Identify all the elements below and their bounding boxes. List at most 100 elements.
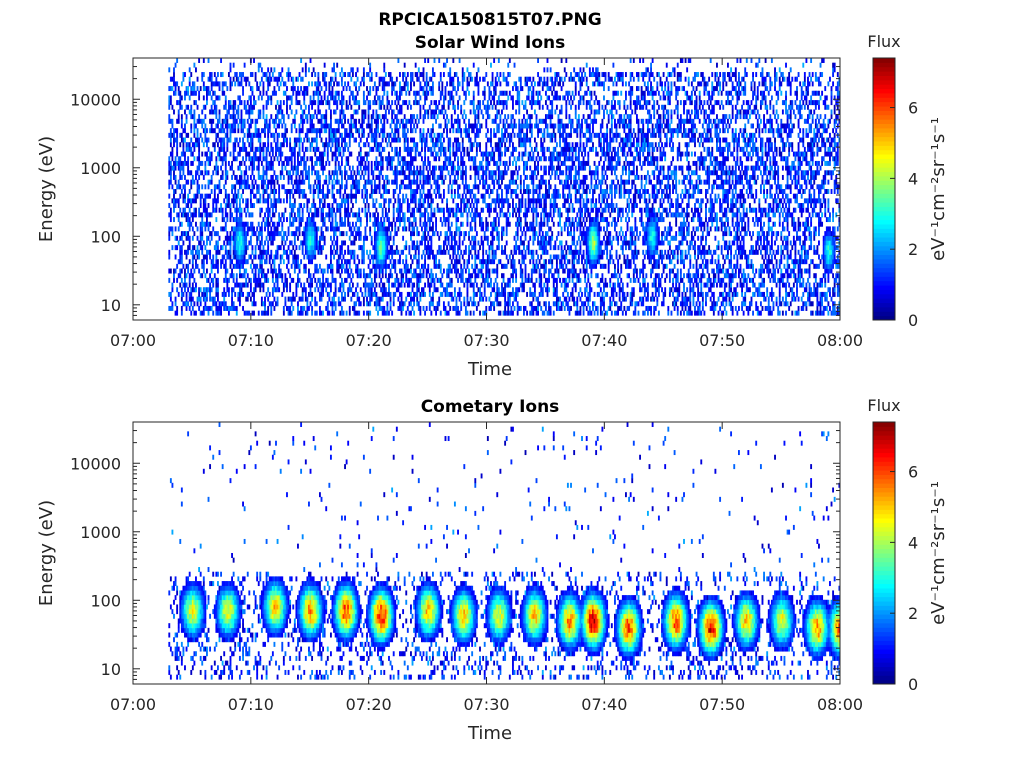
heatmap-cell bbox=[472, 109, 475, 115]
heatmap-cell bbox=[438, 207, 441, 213]
heatmap-cell bbox=[453, 151, 456, 157]
heatmap-cell bbox=[293, 268, 296, 274]
heatmap-cell bbox=[271, 132, 274, 138]
heatmap-cell bbox=[209, 193, 212, 199]
heatmap-cell bbox=[262, 193, 265, 199]
heatmap-cell bbox=[336, 128, 339, 134]
heatmap-cell bbox=[397, 95, 400, 101]
heatmap-cell bbox=[199, 273, 202, 279]
heatmap-cell bbox=[226, 109, 229, 115]
heatmap-cell bbox=[414, 217, 417, 223]
heatmap-cell bbox=[339, 114, 342, 120]
heatmap-cell bbox=[367, 123, 370, 129]
heatmap-cell bbox=[227, 287, 230, 293]
heatmap-cell bbox=[188, 305, 191, 311]
heatmap-cell bbox=[366, 217, 368, 223]
heatmap-cell bbox=[286, 156, 288, 162]
heatmap-cell bbox=[260, 240, 263, 246]
heatmap-cell bbox=[180, 277, 183, 283]
heatmap-cell bbox=[319, 277, 321, 283]
heatmap-cell bbox=[378, 170, 381, 176]
heatmap-cell bbox=[463, 184, 466, 190]
heatmap-cell bbox=[359, 174, 362, 180]
heatmap-cell bbox=[457, 123, 459, 129]
heatmap-cell bbox=[173, 198, 175, 204]
heatmap-cell bbox=[411, 245, 414, 251]
heatmap-cell bbox=[191, 114, 194, 120]
heatmap-cell bbox=[370, 160, 373, 166]
heatmap-cell bbox=[370, 277, 373, 283]
heatmap-cell bbox=[444, 146, 447, 152]
heatmap-cell bbox=[340, 100, 343, 106]
heatmap-cell bbox=[209, 231, 212, 237]
heatmap-cell bbox=[207, 184, 210, 190]
heatmap-cell bbox=[242, 198, 244, 204]
heatmap-cell bbox=[333, 170, 335, 176]
heatmap-cell bbox=[441, 207, 444, 213]
heatmap-cell bbox=[199, 240, 202, 246]
heatmap-cell bbox=[328, 296, 331, 302]
heatmap-cell bbox=[177, 240, 180, 246]
heatmap-cell bbox=[190, 72, 193, 78]
heatmap-cell bbox=[213, 245, 216, 251]
heatmap-cell bbox=[238, 249, 241, 255]
heatmap-cell bbox=[325, 212, 328, 218]
heatmap-cell bbox=[333, 109, 335, 115]
heatmap-cell bbox=[221, 259, 224, 265]
heatmap-cell bbox=[311, 259, 314, 265]
heatmap-cell bbox=[391, 273, 394, 279]
heatmap-cell bbox=[414, 128, 417, 134]
heatmap-cell bbox=[436, 104, 439, 110]
heatmap-cell bbox=[353, 291, 356, 297]
heatmap-cell bbox=[237, 109, 240, 115]
heatmap-cell bbox=[206, 291, 208, 297]
heatmap-cell bbox=[278, 287, 281, 293]
heatmap-cell bbox=[284, 81, 287, 87]
heatmap-cell bbox=[351, 273, 354, 279]
heatmap-cell bbox=[210, 174, 213, 180]
heatmap-cell bbox=[260, 207, 263, 213]
heatmap-cell bbox=[169, 174, 172, 180]
heatmap-cell bbox=[319, 189, 321, 194]
heatmap-cell bbox=[226, 254, 229, 260]
heatmap-cell bbox=[317, 226, 320, 232]
heatmap-cell bbox=[442, 128, 445, 134]
heatmap-cell bbox=[395, 179, 398, 185]
heatmap-cell bbox=[328, 160, 331, 166]
heatmap-cell bbox=[184, 198, 186, 204]
heatmap-cell bbox=[383, 310, 386, 316]
heatmap-cell bbox=[295, 109, 298, 115]
heatmap-cell bbox=[416, 90, 419, 96]
heatmap-cell bbox=[231, 114, 233, 120]
heatmap-cell bbox=[323, 123, 326, 129]
heatmap-cell bbox=[232, 198, 235, 204]
heatmap-cell bbox=[224, 123, 227, 129]
heatmap-cell bbox=[461, 179, 464, 185]
heatmap-cell bbox=[377, 95, 379, 101]
heatmap-cell bbox=[254, 268, 257, 274]
heatmap-cell bbox=[414, 95, 417, 101]
heatmap-cell bbox=[461, 240, 464, 246]
heatmap-cell bbox=[248, 123, 251, 129]
heatmap-cell bbox=[331, 221, 334, 227]
heatmap-cell bbox=[326, 212, 329, 218]
heatmap-cell bbox=[169, 226, 172, 232]
heatmap-cell bbox=[433, 282, 436, 288]
heatmap-cell bbox=[384, 184, 387, 190]
heatmap-cell bbox=[375, 235, 378, 241]
heatmap-cell bbox=[413, 100, 416, 106]
heatmap-cell bbox=[246, 128, 249, 134]
heatmap-cell bbox=[381, 76, 384, 82]
heatmap-cell bbox=[226, 277, 229, 283]
heatmap-cell bbox=[174, 90, 177, 96]
heatmap-cell bbox=[278, 184, 281, 190]
heatmap-cell bbox=[416, 273, 419, 279]
heatmap-cell bbox=[408, 118, 411, 124]
heatmap-cell bbox=[245, 259, 248, 265]
heatmap-cell bbox=[372, 212, 375, 218]
heatmap-cell bbox=[253, 100, 255, 106]
heatmap-cell bbox=[320, 151, 323, 157]
heatmap-cell bbox=[290, 146, 293, 152]
heatmap-cell bbox=[238, 240, 241, 246]
heatmap-cell bbox=[406, 165, 409, 171]
